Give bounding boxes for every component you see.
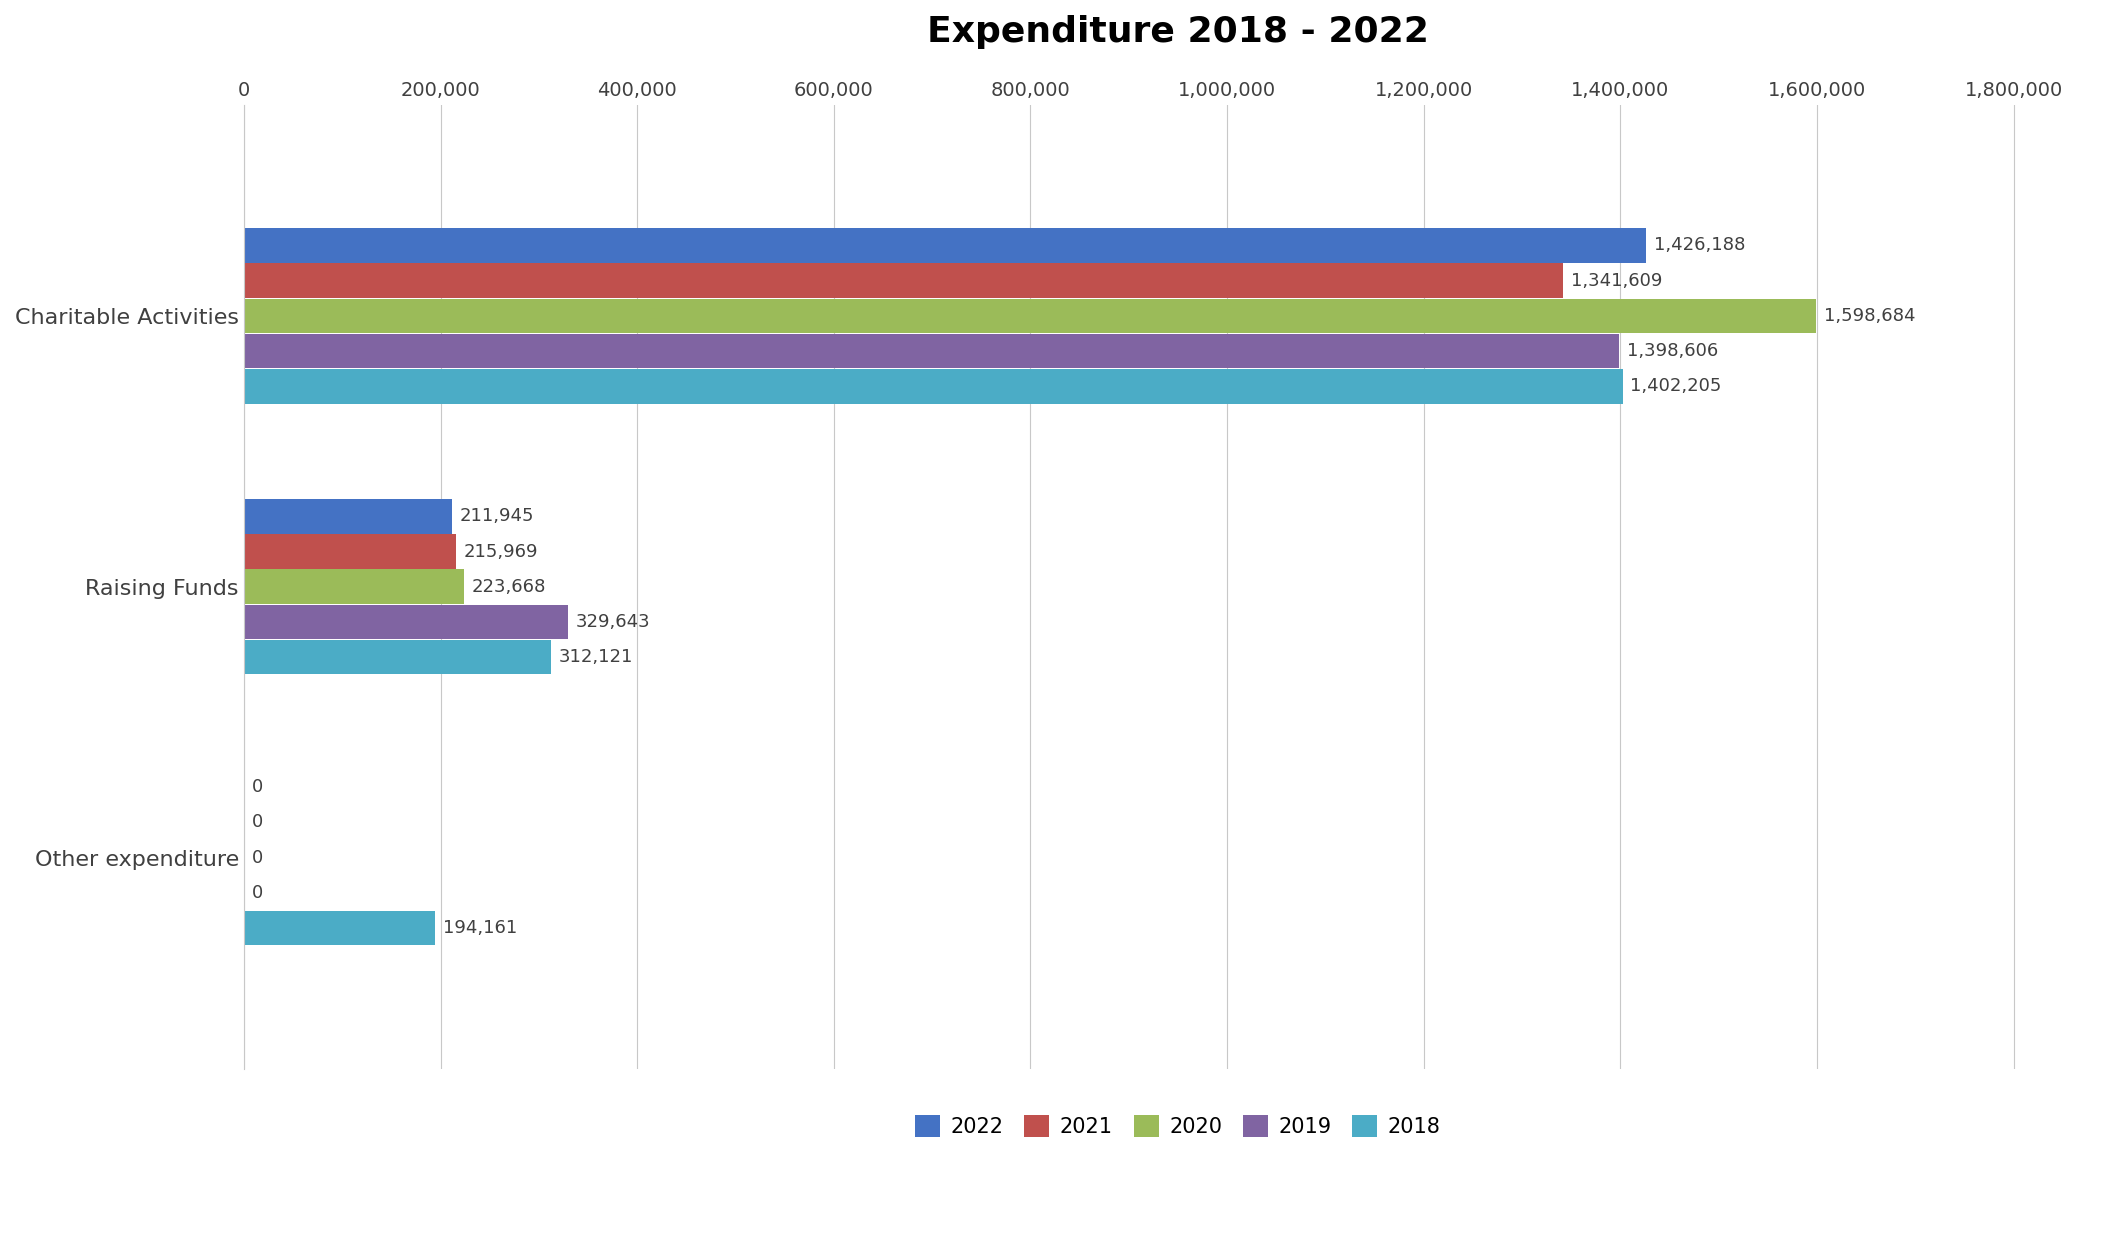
Bar (245, 499, 453, 534)
Text: 0: 0 (251, 778, 264, 797)
Text: 1,598,684: 1,598,684 (1823, 307, 1914, 324)
Bar (245, 228, 1646, 263)
Text: 223,668: 223,668 (472, 578, 547, 596)
Text: 0: 0 (251, 848, 264, 867)
Bar (245, 604, 568, 639)
Text: 194,161: 194,161 (442, 919, 517, 937)
Text: 312,121: 312,121 (559, 649, 634, 666)
Text: 0: 0 (251, 814, 264, 831)
Bar (245, 369, 1623, 403)
Bar (245, 534, 455, 568)
Text: 1,426,188: 1,426,188 (1655, 237, 1746, 254)
Text: 0: 0 (251, 884, 264, 901)
Text: 1,398,606: 1,398,606 (1627, 342, 1719, 360)
Bar (245, 298, 1816, 333)
Text: 215,969: 215,969 (464, 543, 538, 561)
Text: 329,643: 329,643 (576, 613, 651, 631)
Bar (245, 911, 434, 946)
Text: 1,402,205: 1,402,205 (1631, 377, 1721, 396)
Text: 1,341,609: 1,341,609 (1572, 271, 1661, 290)
Bar (245, 570, 464, 604)
Text: 211,945: 211,945 (459, 507, 534, 525)
Bar (245, 334, 1619, 369)
Legend: 2022, 2021, 2020, 2019, 2018: 2022, 2021, 2020, 2019, 2018 (906, 1107, 1448, 1145)
Title: Expenditure 2018 - 2022: Expenditure 2018 - 2022 (927, 15, 1429, 49)
Bar (245, 264, 1563, 298)
Bar (245, 640, 551, 674)
